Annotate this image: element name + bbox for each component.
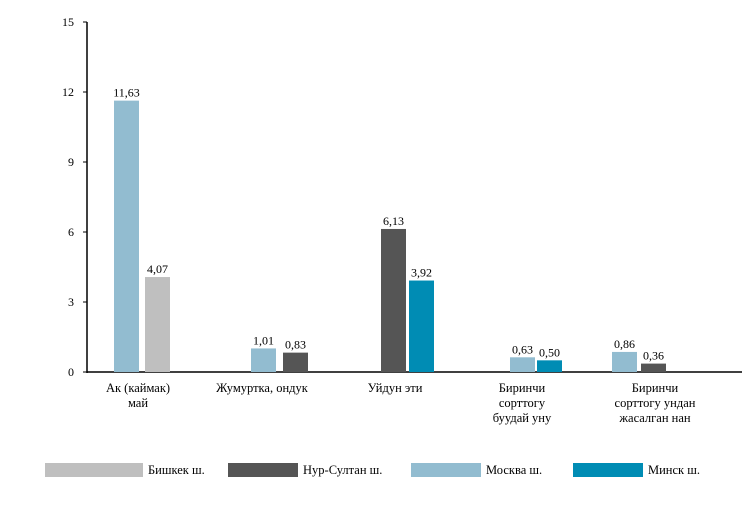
y-tick-label: 12: [62, 85, 74, 99]
legend-label: Нур-Султан ш.: [303, 463, 382, 477]
category-label: сорттогу ундан: [615, 396, 696, 410]
legend-swatch: [411, 463, 481, 477]
legend-label: Бишкек ш.: [148, 463, 205, 477]
category-label: Ак (каймак): [106, 381, 170, 395]
legend-label: Москва ш.: [486, 463, 542, 477]
legend-swatch: [45, 463, 143, 477]
y-tick-label: 6: [68, 225, 74, 239]
data-label: 3,92: [411, 266, 432, 280]
data-label: 6,13: [383, 214, 404, 228]
y-tick-label: 15: [62, 15, 74, 29]
bar: [114, 100, 139, 372]
bar: [510, 357, 535, 372]
bar: [409, 280, 434, 372]
legend-swatch: [228, 463, 298, 477]
data-label: 11,63: [113, 86, 140, 100]
bar: [251, 348, 276, 372]
category-label: сорттогу: [499, 396, 546, 410]
bar: [641, 363, 666, 372]
category-label: Уйдун эти: [368, 381, 423, 395]
bar: [537, 360, 562, 372]
category-label: Жумуртка, ондук: [216, 381, 309, 395]
bar: [145, 277, 170, 372]
bar: [381, 228, 406, 372]
data-label: 1,01: [253, 333, 274, 347]
data-label: 4,07: [147, 262, 168, 276]
bar: [612, 351, 637, 372]
category-label: май: [128, 396, 148, 410]
category-label: буудай уну: [493, 411, 552, 425]
y-tick-label: 0: [68, 365, 74, 379]
category-label: Биринчи: [632, 381, 679, 395]
data-label: 0,36: [643, 349, 664, 363]
data-label: 0,86: [614, 337, 635, 351]
y-tick-label: 9: [68, 155, 74, 169]
bar: [283, 352, 308, 372]
category-label: Биринчи: [499, 381, 546, 395]
legend-swatch: [573, 463, 643, 477]
legend-label: Минск ш.: [648, 463, 700, 477]
data-label: 0,63: [512, 342, 533, 356]
data-label: 0,50: [539, 345, 560, 359]
data-label: 0,83: [285, 338, 306, 352]
category-label: жасалган нан: [618, 411, 691, 425]
y-tick-label: 3: [68, 295, 74, 309]
